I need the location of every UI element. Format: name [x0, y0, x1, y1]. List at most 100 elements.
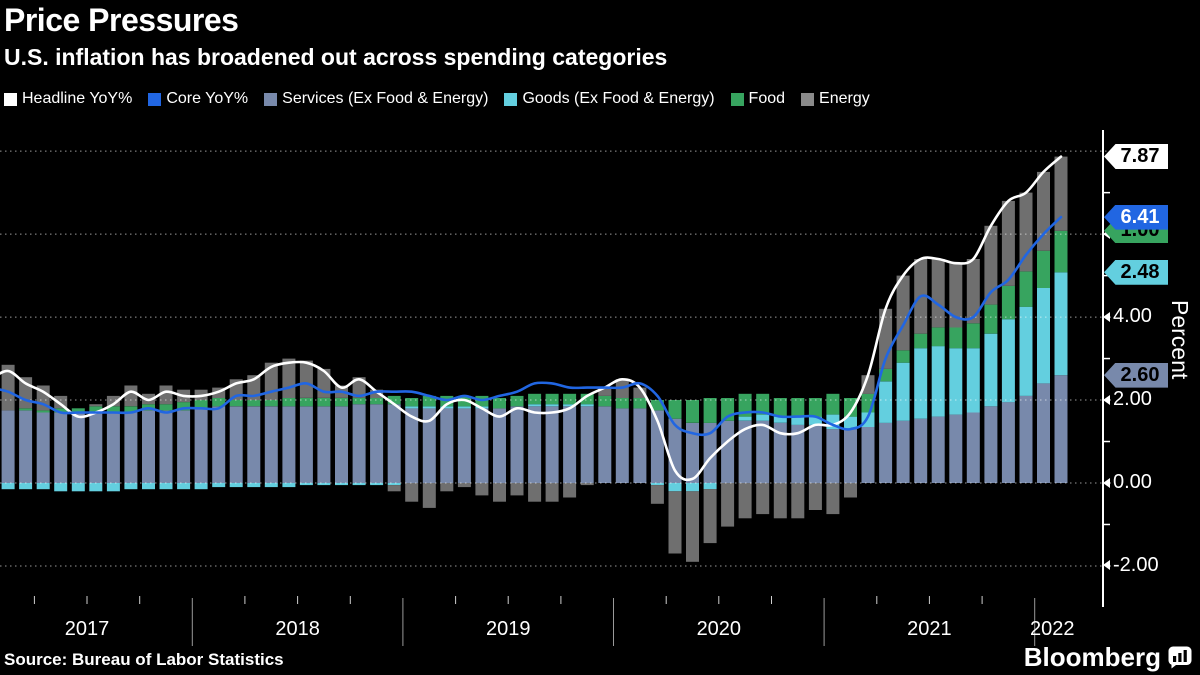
bar-segment-food	[71, 408, 85, 413]
bar-segment-goods	[282, 483, 296, 488]
bar-segment-food	[633, 398, 647, 409]
bar-segment-services	[159, 410, 173, 483]
bar-segment-food	[949, 327, 963, 349]
bar-segment-services	[931, 416, 945, 483]
bar-segment-services	[194, 408, 208, 483]
bar-segment-goods	[54, 483, 68, 492]
bar-segment-services	[633, 408, 647, 483]
bar-segment-energy	[966, 259, 980, 324]
value-badge-goods: 2.48	[1104, 259, 1168, 285]
bar-segment-goods	[212, 483, 226, 488]
bar-segment-goods	[686, 483, 699, 492]
bar-segment-goods	[703, 483, 717, 490]
bar-segment-goods	[738, 416, 752, 421]
bar-segment-services	[791, 424, 805, 483]
bar-segment-services	[686, 422, 699, 483]
bar-segment-goods	[422, 406, 436, 409]
bar-segment-goods	[808, 416, 822, 425]
bar-segment-goods	[440, 406, 454, 409]
bar-segment-energy	[299, 360, 313, 398]
bar-segment-services	[457, 408, 471, 483]
bar-segment-services	[844, 429, 857, 483]
headline-line	[0, 155, 1063, 482]
bar-segment-energy	[1001, 200, 1015, 286]
bar-segment-food	[19, 408, 33, 411]
bar-segment-food	[528, 393, 542, 405]
bar-segment-energy	[159, 385, 173, 405]
bar-segment-energy	[826, 483, 840, 515]
bar-segment-services	[264, 406, 278, 483]
x-tick-2018: 2018	[275, 618, 320, 640]
legend-swatch-headline	[4, 92, 17, 106]
bar-segment-goods	[528, 404, 542, 407]
bar-segment-goods	[194, 483, 208, 490]
bar-segment-goods	[1054, 272, 1068, 376]
bar-segment-goods	[317, 483, 331, 486]
legend-item-headline: Headline YoY%	[4, 90, 132, 108]
bar-segment-goods	[914, 348, 928, 419]
bar-segment-food	[282, 398, 296, 407]
bar-segment-services	[71, 412, 85, 483]
chart-subtitle: U.S. inflation has broadened out across …	[4, 44, 668, 70]
bar-segment-food	[124, 406, 138, 413]
legend-label: Goods (Ex Food & Energy)	[522, 90, 715, 107]
bar-segment-food	[387, 395, 401, 405]
bar-segment-food	[598, 395, 612, 407]
bar-segment-energy	[668, 491, 682, 554]
bar-segment-services	[440, 408, 454, 483]
bar-segment-energy	[475, 483, 489, 496]
bar-segment-goods	[1037, 288, 1050, 384]
bar-segment-food	[966, 323, 980, 349]
bar-segment-food	[335, 398, 348, 407]
x-tick-2020: 2020	[696, 618, 742, 640]
legend-label: Core YoY%	[166, 90, 249, 107]
bar-segment-services	[422, 408, 436, 483]
x-tick-2021: 2021	[907, 618, 952, 640]
bar-segment-services	[545, 406, 559, 483]
bar-segment-services	[282, 406, 296, 483]
value-badge-headline: 7.87	[1104, 144, 1168, 170]
bar-segment-energy	[457, 483, 471, 488]
bar-segment-food	[422, 395, 436, 407]
chart-legend: Headline YoY% Core YoY% Services (Ex Food …	[4, 90, 870, 108]
bar-segment-goods	[89, 483, 103, 492]
bar-segment-services	[475, 408, 489, 483]
bar-segment-energy	[633, 387, 647, 398]
bar-segment-energy	[931, 259, 945, 328]
bar-segment-energy	[493, 483, 506, 502]
bar-segment-goods	[580, 404, 594, 407]
y-tick-2.00: 2.00	[1103, 388, 1152, 411]
bar-segment-energy	[510, 483, 524, 496]
bar-segment-food	[106, 406, 120, 413]
bar-segment-services	[1001, 402, 1015, 483]
bar-segment-energy	[352, 377, 366, 398]
bar-segment-services	[879, 422, 893, 483]
core-line	[0, 215, 1063, 437]
bar-segment-food	[808, 398, 822, 417]
bar-segment-energy	[124, 385, 138, 407]
bar-segment-goods	[563, 404, 577, 407]
bar-segment-services	[966, 412, 980, 483]
bar-segment-goods	[1, 483, 15, 490]
bar-segment-food	[844, 398, 857, 417]
bar-segment-food	[668, 400, 682, 419]
bar-segment-goods	[352, 483, 366, 486]
bar-segment-food	[756, 393, 770, 415]
bar-segment-energy	[422, 483, 436, 508]
bar-segment-services	[177, 410, 191, 483]
bar-segment-goods	[931, 346, 945, 417]
bar-segment-goods	[773, 416, 787, 423]
bar-segment-goods	[19, 483, 33, 490]
bar-segment-food	[615, 398, 629, 409]
bar-segment-services	[317, 406, 331, 483]
bar-segment-goods	[1001, 319, 1015, 403]
bar-segment-food	[229, 400, 243, 407]
bar-segment-energy	[528, 483, 542, 502]
bar-segment-services	[124, 412, 138, 483]
bar-segment-services	[528, 406, 542, 483]
bar-segment-goods	[844, 416, 857, 429]
legend-swatch-energy	[801, 92, 815, 106]
bar-segment-services	[370, 404, 384, 483]
